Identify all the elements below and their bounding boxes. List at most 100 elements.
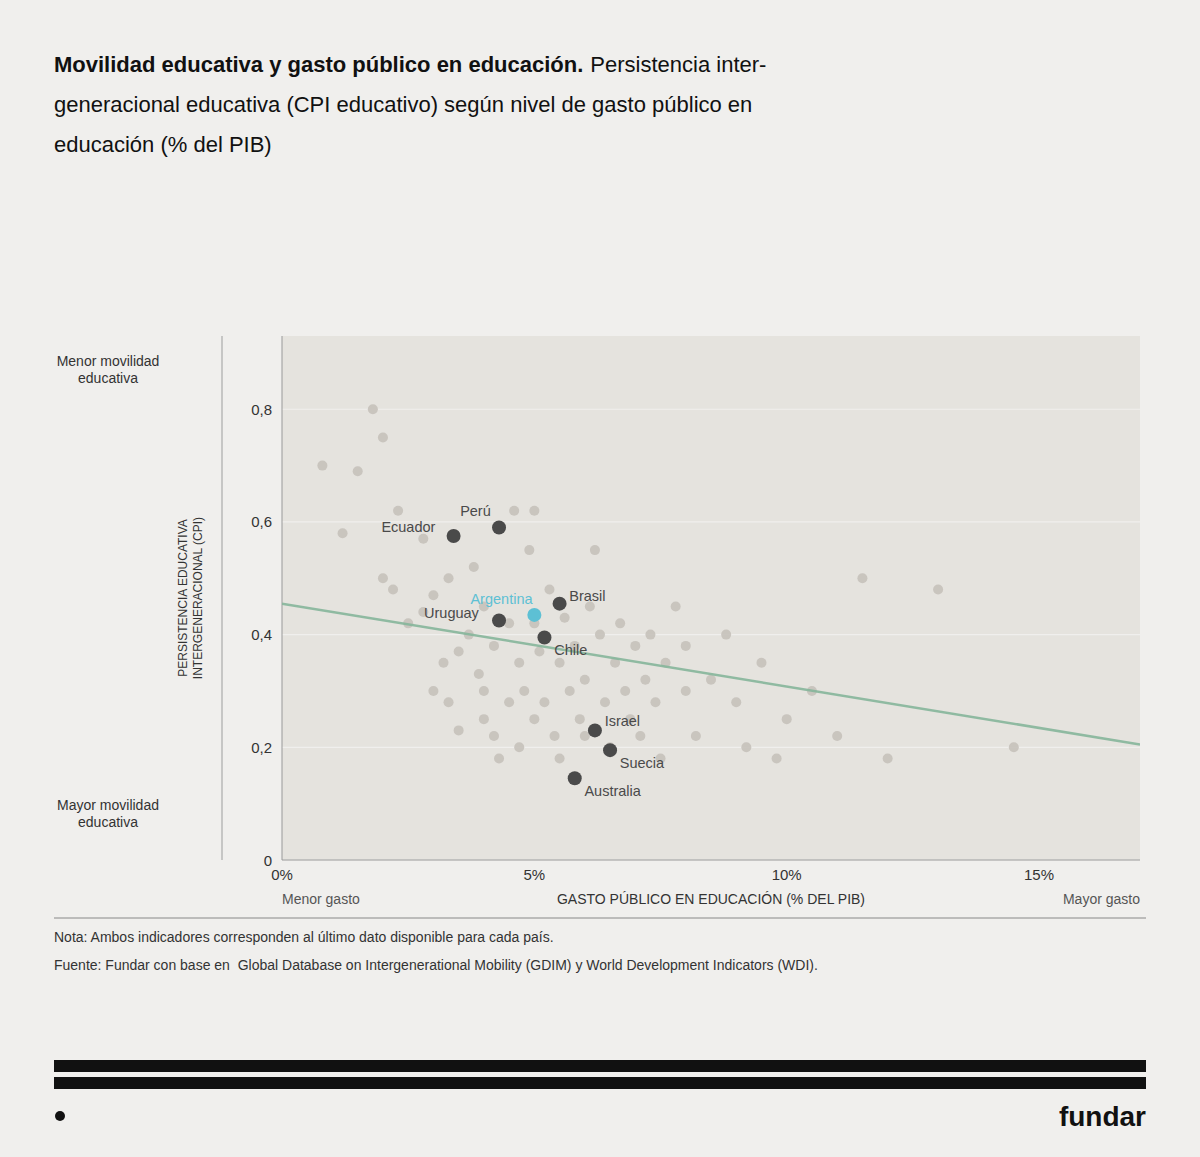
x-tick-label: 15% <box>1024 866 1054 883</box>
point-label: Brasil <box>569 588 605 604</box>
y-axis-line <box>282 336 283 860</box>
scatter-point <box>544 585 554 595</box>
scatter-point <box>514 658 524 668</box>
scatter-point <box>640 675 650 685</box>
scatter-point <box>418 534 428 544</box>
point-label: Uruguay <box>424 605 480 621</box>
scatter-point <box>338 528 348 538</box>
labeled-point <box>527 608 541 622</box>
scatter-point <box>731 697 741 707</box>
labeled-point <box>492 521 506 535</box>
scatter-point <box>1009 742 1019 752</box>
grid-line <box>282 409 1140 410</box>
scatter-point <box>454 647 464 657</box>
labeled-point <box>492 614 506 628</box>
marks <box>282 404 1140 785</box>
scatter-point <box>615 618 625 628</box>
scatter-point <box>393 506 403 516</box>
labeled-point <box>537 630 551 644</box>
scatter-point <box>428 686 438 696</box>
scatter-point <box>630 641 640 651</box>
point-label: Israel <box>605 713 640 729</box>
scatter-point <box>741 742 751 752</box>
scatter-point <box>600 697 610 707</box>
chart: 00,20,40,60,80%5%10%15%EcuadorPerúUrugua… <box>0 0 1200 1157</box>
y-tick-label: 0,4 <box>251 626 272 643</box>
scatter-point <box>378 432 388 442</box>
scatter-point <box>469 562 479 572</box>
sidebar-line <box>221 336 222 860</box>
scatter-point <box>439 658 449 668</box>
scatter-point <box>479 686 489 696</box>
scatter-point <box>368 404 378 414</box>
scatter-point <box>560 613 570 623</box>
scatter-point <box>353 466 363 476</box>
scatter-point <box>317 461 327 471</box>
scatter-point <box>494 754 504 764</box>
scatter-point <box>524 545 534 555</box>
scatter-point <box>635 731 645 741</box>
brand-bar <box>54 1077 1146 1089</box>
x-tick-label: 0% <box>271 866 293 883</box>
scatter-point <box>721 630 731 640</box>
title: Movilidad educativa y gasto público en e… <box>54 52 583 77</box>
scatter-point <box>883 754 893 764</box>
point-label: Australia <box>584 783 641 799</box>
brand-bullet <box>55 1111 65 1121</box>
labeled-point <box>603 743 617 757</box>
y-label-bottom: Mayor movilidadeducativa <box>57 797 159 830</box>
scatter-point <box>681 686 691 696</box>
trend-line <box>282 604 1140 745</box>
x-label-left: Menor gasto <box>282 891 360 907</box>
subtitle: educación (% del PIB) <box>54 132 272 157</box>
scatter-point <box>706 675 716 685</box>
brand-bar <box>54 1060 1146 1072</box>
scatter-point <box>378 573 388 583</box>
x-label: GASTO PÚBLICO EN EDUCACIÓN (% DEL PIB) <box>557 891 865 907</box>
scatter-point <box>539 697 549 707</box>
labeled-point <box>553 597 567 611</box>
scatter-point <box>529 506 539 516</box>
scatter-point <box>772 754 782 764</box>
point-label: Argentina <box>470 591 533 607</box>
x-axis-line <box>282 860 1140 861</box>
point-labels: EcuadorPerúUruguayArgentinaBrasilChileIs… <box>381 503 665 799</box>
brand: fundar <box>1059 1101 1146 1132</box>
scatter-point <box>933 585 943 595</box>
plot-background <box>282 336 1140 860</box>
y-tick-label: 0,8 <box>251 401 272 418</box>
x-tick-label: 5% <box>524 866 546 883</box>
y-tick-label: 0,2 <box>251 739 272 756</box>
scatter-point <box>671 601 681 611</box>
note: Nota: Ambos indicadores corresponden al … <box>54 929 554 945</box>
scatter-point <box>479 714 489 724</box>
scatter-point <box>444 697 454 707</box>
scatter-point <box>454 725 464 735</box>
subtitle: Persistencia inter- <box>590 52 766 77</box>
scatter-point <box>474 669 484 679</box>
labeled-point <box>568 771 582 785</box>
scatter-point <box>832 731 842 741</box>
x-tick-label: 10% <box>772 866 802 883</box>
y-tick-label: 0,6 <box>251 513 272 530</box>
scatter-point <box>555 754 565 764</box>
scatter-point <box>529 714 539 724</box>
scatter-point <box>857 573 867 583</box>
point-label: Ecuador <box>381 519 435 535</box>
scatter-point <box>555 658 565 668</box>
separator <box>54 918 1146 919</box>
source: Fuente: Fundar con base en Global Databa… <box>54 957 818 973</box>
page-background <box>0 0 1200 1157</box>
scatter-point <box>590 545 600 555</box>
y-label: PERSISTENCIA EDUCATIVAINTERGENERACIONAL … <box>176 517 205 679</box>
scatter-point <box>645 630 655 640</box>
scatter-point <box>595 630 605 640</box>
scatter-point <box>489 641 499 651</box>
scatter-point <box>428 590 438 600</box>
scatter-point <box>575 714 585 724</box>
x-label-right: Mayor gasto <box>1063 891 1140 907</box>
y-label-top: Menor movilidadeducativa <box>57 353 160 386</box>
scatter-point <box>509 506 519 516</box>
scatter-point <box>534 647 544 657</box>
scatter-point <box>691 731 701 741</box>
